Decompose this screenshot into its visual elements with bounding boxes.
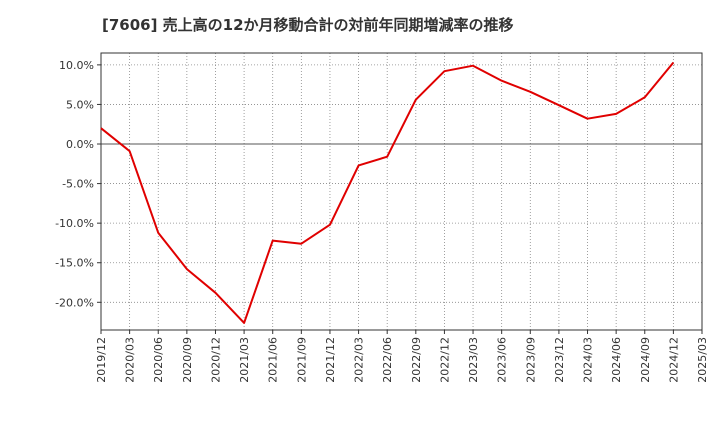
y-tick-label: 5.0% xyxy=(66,98,94,111)
x-tick-label: 2022/12 xyxy=(438,337,451,383)
series-line xyxy=(100,61,675,324)
x-tick-label: 2021/09 xyxy=(295,337,308,383)
y-tick-label: -20.0% xyxy=(55,296,94,309)
y-tick-label: -5.0% xyxy=(62,178,94,191)
x-tick-label: 2020/03 xyxy=(124,337,137,383)
chart-title: [7606] 売上高の12か月移動合計の対前年同期増減率の推移 xyxy=(102,16,514,34)
y-tick-label: 10.0% xyxy=(59,59,94,72)
x-tick-label: 2023/09 xyxy=(524,337,537,383)
x-tick-label: 2019/12 xyxy=(95,337,108,383)
x-tick-label: 2023/03 xyxy=(467,337,480,383)
y-tick-label: 0.0% xyxy=(66,138,94,151)
plot-frame xyxy=(100,52,703,331)
y-tick-label: -15.0% xyxy=(55,257,94,270)
x-tick-label: 2021/12 xyxy=(324,337,337,383)
x-tick-label: 2020/06 xyxy=(152,337,165,383)
x-tick-label: 2023/06 xyxy=(496,337,509,383)
x-tick-label: 2024/12 xyxy=(667,337,680,383)
x-tick-label: 2021/06 xyxy=(267,337,280,383)
x-tick-label: 2024/03 xyxy=(582,337,595,383)
x-tick-label: 2022/03 xyxy=(353,337,366,383)
x-tick-label: 2024/06 xyxy=(610,337,623,383)
x-tick-label: 2021/03 xyxy=(238,337,251,383)
y-tick-label: -10.0% xyxy=(55,217,94,230)
x-tick-label: 2020/09 xyxy=(181,337,194,383)
x-tick-label: 2020/12 xyxy=(209,337,222,383)
x-tick-label: 2022/06 xyxy=(381,337,394,383)
x-tick-label: 2022/09 xyxy=(410,337,423,383)
x-tick-label: 2024/09 xyxy=(639,337,652,383)
x-tick-label: 2023/12 xyxy=(553,337,566,383)
x-tick-label: 2025/03 xyxy=(696,337,709,383)
